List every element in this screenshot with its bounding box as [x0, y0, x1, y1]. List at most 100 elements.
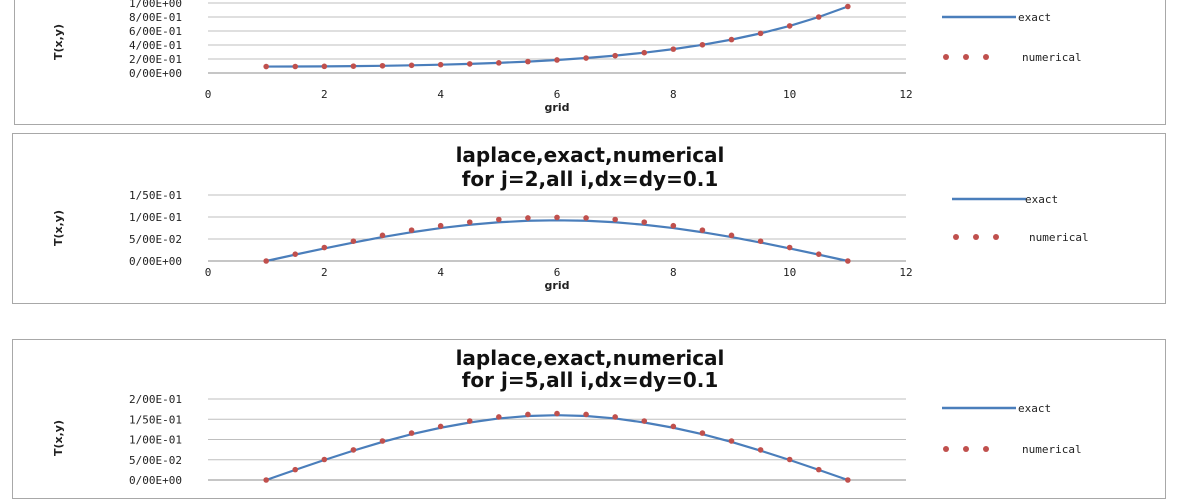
chart-1-series-numerical-point [612, 52, 618, 59]
chart-2-series-numerical-point [757, 238, 764, 244]
chart-1-series-numerical-point [728, 36, 735, 43]
chart-panel-1 [14, 0, 1166, 125]
chart-1-series-numerical-point [525, 58, 531, 65]
chart-3-legend-exact-label: exact [1018, 402, 1051, 415]
chart-2-series-numerical-point [466, 219, 473, 225]
chart-2-y-tick-label: 0/00E+00 [129, 255, 182, 268]
chart-2-title-line-1: laplace,exact,numerical [456, 143, 725, 167]
chart-3-y-axis-label: T(x,y) [52, 420, 65, 456]
chart-2-series-numerical-point [670, 222, 677, 229]
chart-panel-2 [12, 133, 1166, 304]
chart-1-x-tick-label: 10 [783, 88, 796, 101]
chart-3-y-tick-label: 5/00E-02 [129, 454, 182, 467]
chart-1-y-tick-label: 0/00E+00 [129, 67, 182, 80]
chart-1-series-numerical-point [699, 41, 706, 48]
chart-1-legend-numerical-swatch [983, 54, 989, 60]
chart-3-series-numerical-point [554, 410, 560, 417]
chart-2-legend-exact-label: exact [1025, 193, 1058, 206]
chart-3-series-numerical-point [583, 411, 589, 418]
chart-2-x-tick-label: 0 [205, 266, 212, 279]
chart-1-series-numerical-point [641, 49, 648, 56]
chart-1-series-numerical-point [437, 61, 444, 68]
chart-3-y-tick-label: 1/50E-01 [129, 413, 182, 426]
chart-2-legend-numerical-swatch [953, 234, 959, 240]
chart-2-legend-numerical-swatch [993, 234, 999, 240]
chart-2-x-tick-label: 4 [437, 266, 444, 279]
chart-1-y-tick-label: 4/00E-01 [129, 39, 182, 52]
chart-1-y-tick-label: 1/00E+00 [129, 0, 182, 10]
chart-3-y-tick-label: 0/00E+00 [129, 474, 182, 487]
chart-3-legend-numerical-swatch [983, 446, 989, 452]
chart-3-series-numerical-point [845, 477, 851, 483]
chart-3-legend-numerical-label: numerical [1022, 443, 1082, 456]
chart-3-series-numerical-point [292, 466, 299, 473]
chart-2-y-tick-label: 1/50E-01 [129, 189, 182, 202]
chart-3-series-numerical-point [757, 447, 764, 453]
chart-2-series-numerical-point [612, 216, 618, 223]
chart-1-series-numerical-point [292, 63, 299, 70]
chart-3-title-line-2: for j=5,all i,dx=dy=0.1 [462, 368, 719, 392]
chart-3-y-tick-label: 1/00E-01 [129, 434, 182, 447]
chart-3-series-numerical-point [699, 430, 706, 436]
chart-1-series-numerical-point [845, 3, 851, 10]
chart-1-series-numerical-point [815, 14, 822, 20]
chart-1-series-numerical-point [263, 63, 269, 70]
chart-1-series-numerical-point [554, 57, 560, 63]
chart-2-y-axis-label: T(x,y) [52, 210, 65, 246]
chart-2-series-numerical-point [525, 215, 531, 221]
chart-3-series-numerical-point [350, 447, 357, 453]
chart-1-x-tick-label: 0 [205, 88, 212, 101]
chart-1-x-tick-label: 4 [437, 88, 444, 101]
chart-1-legend-numerical-swatch [943, 54, 949, 60]
chart-2-series-numerical-point [786, 244, 793, 251]
chart-1-x-tick-label: 2 [321, 88, 328, 101]
chart-2-series-numerical-point [845, 258, 851, 264]
chart-2-series-numerical-point [263, 258, 269, 264]
chart-2-series-numerical-point [437, 222, 444, 229]
chart-2-series-numerical-point [699, 227, 706, 233]
chart-3-series-numerical-point [786, 456, 793, 463]
chart-1-series-numerical-point [757, 30, 764, 37]
chart-1-series-numerical-point [379, 62, 386, 69]
chart-1-legend-numerical-label: numerical [1022, 51, 1082, 64]
chart-3-series-numerical-point [612, 414, 618, 420]
chart-3-series-numerical-point [728, 438, 735, 444]
chart-3-series-numerical-point [379, 438, 386, 444]
chart-2-series-numerical-point [496, 216, 502, 223]
chart-1-series-numerical-point [583, 55, 589, 61]
chart-3-series-numerical-point [496, 414, 502, 420]
chart-3-series-numerical-point [263, 477, 269, 483]
chart-1-x-tick-label: 8 [670, 88, 677, 101]
chart-2-x-tick-label: 12 [899, 266, 912, 279]
chart-1-x-axis-label: grid [545, 101, 570, 114]
chart-2-series-numerical-point [728, 232, 735, 239]
chart-2-legend-numerical-label: numerical [1029, 231, 1089, 244]
chart-2-y-tick-label: 1/00E-01 [129, 211, 182, 224]
chart-2-series-numerical-point [408, 227, 415, 233]
chart-1-y-axis-label: T(x,y) [52, 24, 65, 60]
chart-1-series-numerical-point [670, 46, 677, 52]
chart-2-y-tick-label: 5/00E-02 [129, 233, 182, 246]
chart-2-series-numerical-point [292, 251, 299, 257]
chart-3-series-numerical-point [408, 430, 415, 436]
chart-2-series-numerical-point [321, 244, 328, 251]
chart-3-series-numerical-point [321, 456, 328, 463]
chart-1-series-numerical-point [786, 23, 793, 29]
chart-1-x-tick-label: 12 [899, 88, 912, 101]
chart-2-series-numerical-point [554, 214, 560, 221]
charts-canvas: 0/00E+002/00E-014/00E-016/00E-018/00E-01… [52, 0, 1089, 487]
chart-3-series-numerical-point [437, 423, 444, 430]
chart-1-series-numerical-point [408, 62, 415, 69]
chart-2-series-numerical-point [641, 219, 648, 225]
chart-3-series-numerical-point [525, 411, 531, 418]
chart-3-series-numerical-point [641, 418, 648, 424]
chart-2-series-numerical-point [583, 215, 589, 221]
chart-2-x-axis-label: grid [545, 279, 570, 292]
chart-2-legend-numerical-swatch [973, 234, 979, 240]
chart-1-legend-exact-label: exact [1018, 11, 1051, 24]
chart-1: 0/00E+002/00E-014/00E-016/00E-018/00E-01… [52, 0, 1082, 114]
chart-2-x-tick-label: 10 [783, 266, 796, 279]
chart-3-title-line-1: laplace,exact,numerical [456, 346, 725, 370]
chart-1-series-numerical-point [350, 63, 357, 69]
